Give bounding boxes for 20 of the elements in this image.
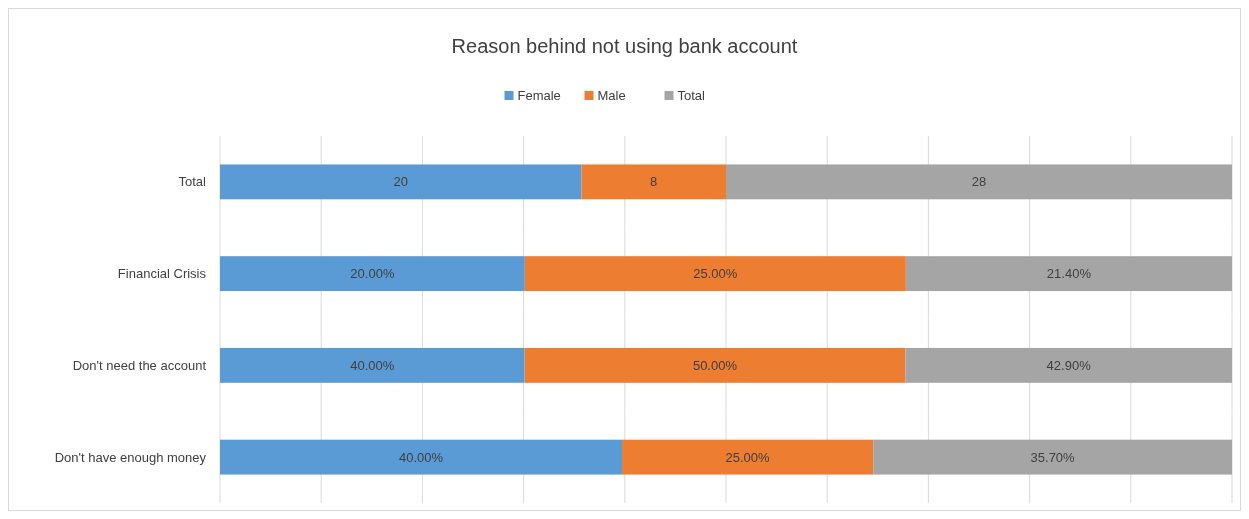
chart-title: Reason behind not using bank account (451, 35, 798, 57)
data-label: 35.70% (1030, 449, 1076, 465)
legend-label: Total (677, 88, 706, 103)
y-tick-label: Don't need the account (72, 357, 207, 373)
data-label: 42.90% (1046, 357, 1092, 373)
legend-label: Male (597, 88, 626, 103)
data-label: 21.40% (1046, 266, 1092, 282)
y-tick-label: Total (178, 174, 207, 190)
data-label: 25.00% (725, 449, 771, 465)
data-label: 25.00% (693, 266, 738, 282)
data-label: 8 (650, 174, 658, 190)
data-label: 20 (393, 174, 408, 190)
data-label: 50.00% (692, 357, 738, 373)
data-label: 40.00% (398, 449, 444, 465)
data-label: 28 (971, 174, 987, 190)
legend-label: Female (517, 88, 561, 103)
data-label: 20.00% (350, 266, 395, 282)
y-tick-label: Financial Crisis (117, 266, 207, 282)
y-tick-label: Don't have enough money (54, 449, 207, 465)
data-label: 40.00% (350, 357, 395, 373)
